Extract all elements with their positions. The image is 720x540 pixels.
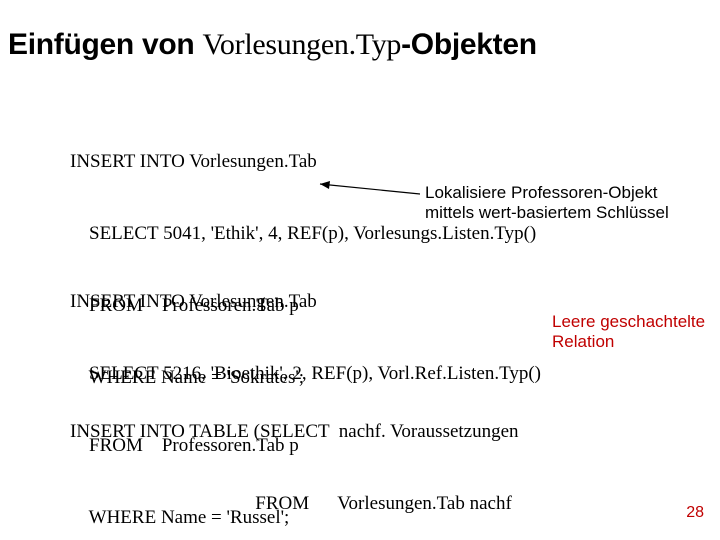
title-serif: Vorlesungen.Typ <box>202 28 401 61</box>
page-number: 28 <box>686 504 704 522</box>
annotation-note-1: Lokalisiere Professoren-Objekt mittels w… <box>425 183 669 223</box>
title-bold-1: Einfügen von <box>8 28 202 61</box>
slide: Einfügen von Vorlesungen.Typ-Objekten IN… <box>0 0 720 540</box>
slide-title: Einfügen von Vorlesungen.Typ-Objekten <box>8 28 537 62</box>
annotation-note-2: Leere geschachtelte Relation <box>552 312 705 352</box>
code3-line2: FROM Vorlesungen.Tab nachf <box>70 492 522 516</box>
code3-line1: INSERT INTO TABLE (SELECT nachf. Vorauss… <box>70 420 522 444</box>
code1-line1: INSERT INTO Vorlesungen.Tab <box>70 150 536 174</box>
note2-line2: Relation <box>552 332 705 352</box>
note2-line1: Leere geschachtelte <box>552 312 705 332</box>
title-bold-2: -Objekten <box>401 28 537 61</box>
code2-line1: INSERT INTO Vorlesungen.Tab <box>70 290 541 314</box>
note1-line1: Lokalisiere Professoren-Objekt <box>425 183 669 203</box>
note1-line2: mittels wert-basiertem Schlüssel <box>425 203 669 223</box>
code-block-3: INSERT INTO TABLE (SELECT nachf. Vorauss… <box>70 372 522 540</box>
